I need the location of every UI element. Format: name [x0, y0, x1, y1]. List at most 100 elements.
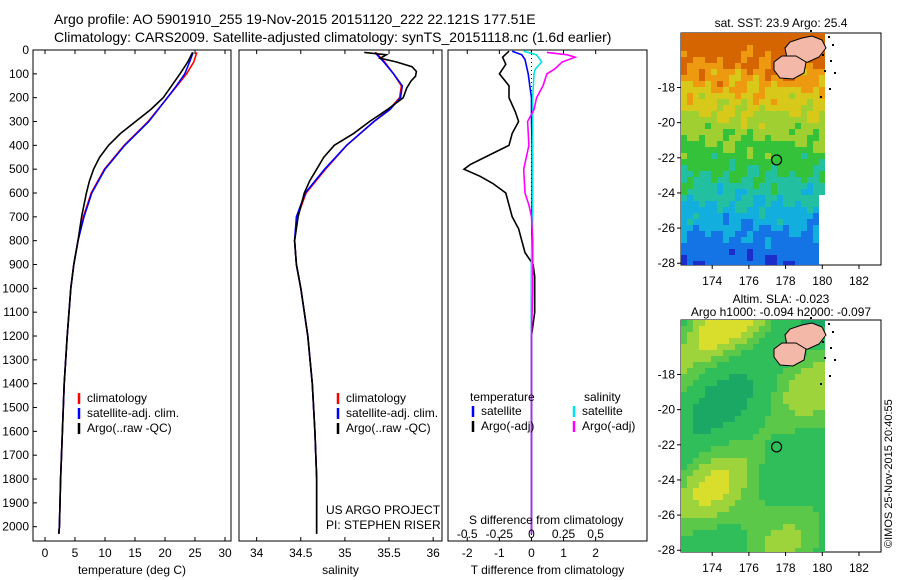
sst-cell — [693, 225, 699, 231]
sst-cell — [681, 231, 687, 237]
sla-cell — [729, 374, 735, 380]
sst-cell — [747, 213, 753, 219]
sst-cell — [735, 75, 741, 81]
sst-cell — [699, 153, 705, 159]
sst-cell — [729, 255, 735, 261]
sla-cell — [711, 452, 717, 458]
sst-cell — [729, 171, 735, 177]
y-tick-label: -24 — [658, 473, 676, 487]
sla-cell — [723, 398, 729, 404]
sla-cell — [687, 344, 693, 350]
sst-cell — [783, 255, 789, 261]
sst-cell — [705, 225, 711, 231]
island-dot — [824, 70, 826, 72]
sla-cell — [801, 452, 807, 458]
sla-cell — [801, 548, 807, 552]
sla-cell — [789, 398, 795, 404]
sla-cell — [819, 500, 825, 506]
sst-cell — [807, 159, 813, 165]
sla-cell — [741, 506, 747, 512]
sla-cell — [747, 368, 753, 374]
sst-cell — [813, 159, 819, 165]
sst-cell — [747, 105, 753, 111]
sst-cell — [705, 123, 711, 129]
sst-cell — [789, 165, 795, 171]
sst-cell — [687, 153, 693, 159]
sla-cell — [783, 458, 789, 464]
sst-cell — [729, 69, 735, 75]
sla-cell — [765, 350, 771, 356]
sst-cell — [729, 99, 735, 105]
sst-cell — [753, 135, 759, 141]
sst-cell — [813, 183, 819, 189]
sst-cell — [759, 231, 765, 237]
sst-cell — [819, 75, 825, 81]
sst-cell — [723, 111, 729, 117]
sst-cell — [765, 231, 771, 237]
sla-cell — [687, 464, 693, 470]
sla-cell — [705, 476, 711, 482]
sst-cell — [735, 225, 741, 231]
sla-cell — [687, 404, 693, 410]
sst-cell — [705, 33, 711, 39]
sla-cell — [753, 392, 759, 398]
sla-cell — [693, 482, 699, 488]
sst-cell — [741, 201, 747, 207]
sla-cell — [693, 452, 699, 458]
sla-cell — [813, 398, 819, 404]
sst-cell — [765, 123, 771, 129]
sla-cell — [705, 422, 711, 428]
sla-cell — [699, 392, 705, 398]
island-dot — [832, 331, 834, 333]
sst-cell — [717, 201, 723, 207]
sla-cell — [693, 374, 699, 380]
sst-cell — [819, 165, 825, 171]
sla-cell — [681, 320, 687, 326]
sla-cell — [723, 350, 729, 356]
sla-cell — [687, 470, 693, 476]
sst-cell — [771, 99, 777, 105]
sla-cell — [681, 380, 687, 386]
sst-cell — [777, 135, 783, 141]
sst-cell — [687, 255, 693, 261]
sst-cell — [801, 123, 807, 129]
sla-cell — [705, 506, 711, 512]
sla-cell — [681, 362, 687, 368]
sla-cell — [699, 332, 705, 338]
sst-cell — [747, 87, 753, 93]
sst-cell — [759, 249, 765, 255]
salinity-panel: 34 34.5 35 35.5 36salinityclimatologysatelli… — [238, 49, 443, 577]
sla-cell — [789, 386, 795, 392]
sla-cell — [795, 386, 801, 392]
sst-cell — [729, 219, 735, 225]
sst-cell — [789, 135, 795, 141]
sla-cell — [819, 536, 825, 542]
sst-cell — [789, 153, 795, 159]
sla-cell — [741, 416, 747, 422]
sla-cell — [783, 530, 789, 536]
sst-cell — [681, 195, 687, 201]
sst-cell — [699, 87, 705, 93]
project-annotation: US ARGO PROJECT — [326, 503, 441, 517]
sst-cell — [735, 195, 741, 201]
sst-cell — [711, 63, 717, 69]
sla-cell — [765, 464, 771, 470]
sst-cell — [789, 261, 795, 265]
sst-cell — [735, 207, 741, 213]
sla-cell — [723, 446, 729, 452]
sla-cell — [789, 452, 795, 458]
sst-cell — [789, 141, 795, 147]
sst-cell — [705, 243, 711, 249]
sla-cell — [681, 506, 687, 512]
sst-cell — [759, 111, 765, 117]
sst-cell — [771, 39, 777, 45]
sla-cell — [807, 458, 813, 464]
sst-cell — [711, 117, 717, 123]
sst-cell — [795, 81, 801, 87]
sla-cell — [747, 452, 753, 458]
sla-cell — [693, 506, 699, 512]
sst-cell — [681, 243, 687, 249]
sla-cell — [735, 536, 741, 542]
sla-cell — [735, 482, 741, 488]
sst-cell — [765, 177, 771, 183]
